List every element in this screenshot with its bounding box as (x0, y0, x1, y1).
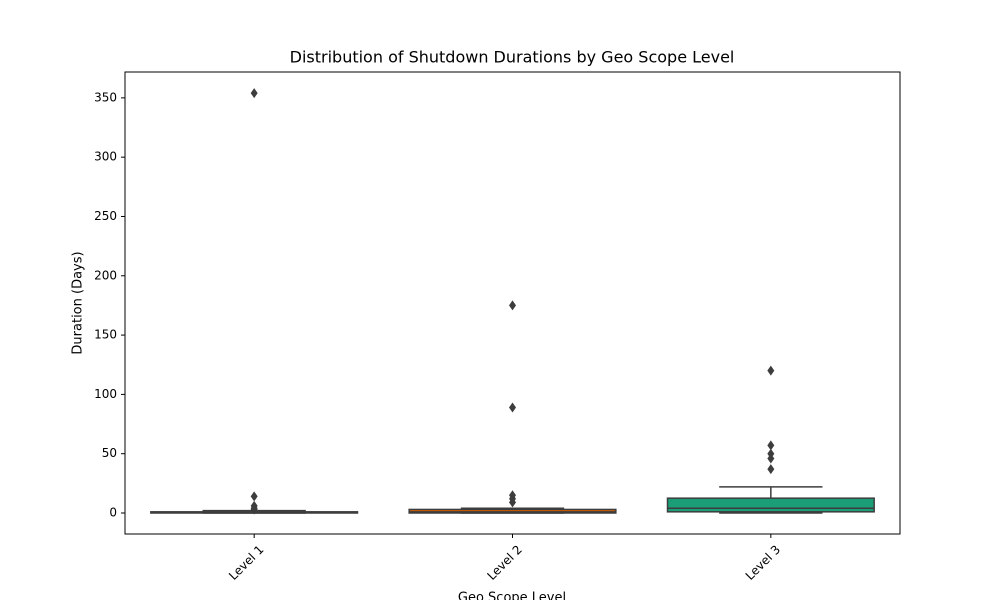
chart-title: Distribution of Shutdown Durations by Ge… (290, 48, 735, 67)
outlier (509, 402, 516, 413)
y-tick-label: 300 (94, 150, 117, 164)
outlier (250, 88, 258, 99)
outlier (509, 497, 516, 508)
y-tick-label: 250 (94, 209, 117, 223)
y-tick-label: 0 (109, 506, 117, 520)
x-tick-label: Level 2 (484, 542, 524, 582)
y-tick-label: 100 (94, 387, 117, 401)
y-tick-label: 150 (94, 328, 117, 342)
outlier (250, 504, 258, 515)
outlier (767, 453, 775, 464)
outlier (250, 491, 258, 502)
x-axis-label: Geo Scope Level (458, 591, 566, 600)
box (666, 497, 875, 513)
x-tick-label: Level 1 (226, 542, 266, 582)
y-tick-label: 50 (102, 446, 117, 460)
outlier (767, 464, 775, 475)
y-tick-label: 200 (94, 268, 117, 282)
plot-frame (124, 71, 901, 535)
x-tick-label: Level 3 (743, 542, 783, 582)
outlier (767, 440, 775, 451)
y-tick-label: 350 (94, 90, 117, 104)
outlier (767, 365, 775, 376)
y-axis-label: Duration (Days) (71, 251, 86, 354)
outlier (509, 300, 516, 311)
